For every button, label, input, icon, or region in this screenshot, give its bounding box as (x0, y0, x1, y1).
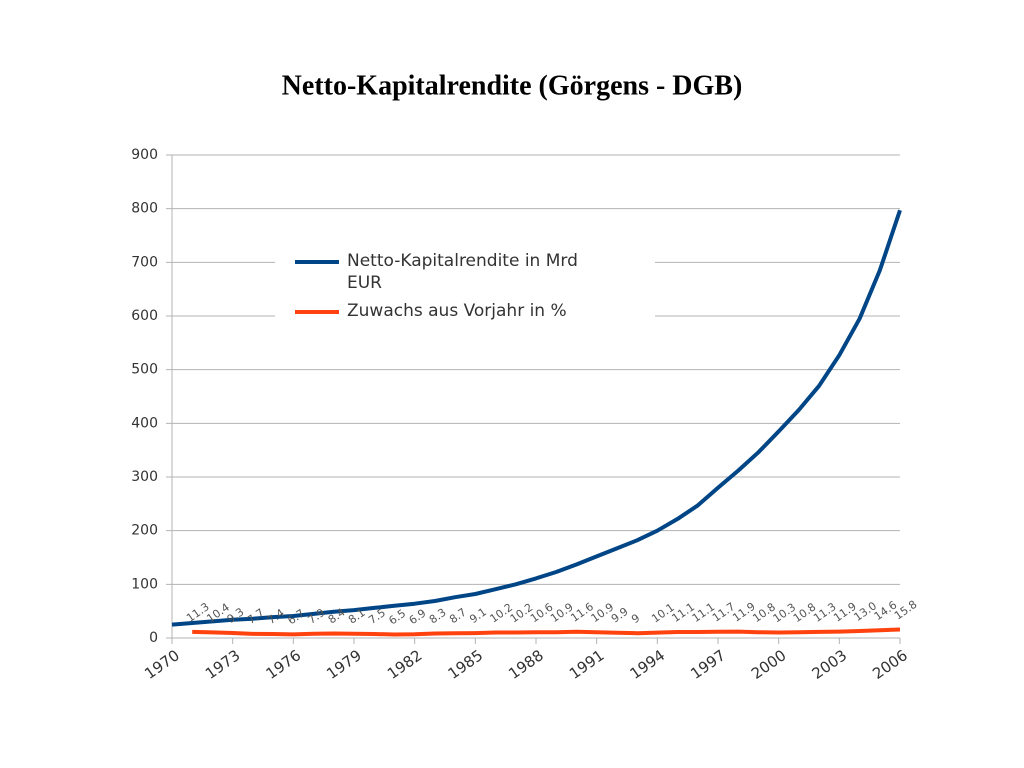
legend-label: Netto-Kapitalrendite in Mrd EUR (347, 251, 578, 293)
x-tick-label: 1970 (141, 646, 183, 683)
y-tick-label: 200 (131, 523, 158, 539)
x-tick-label: 1982 (384, 646, 426, 683)
x-tick-label: 1976 (263, 646, 305, 683)
data-label: 9.1 (467, 605, 489, 626)
y-tick-label: 100 (131, 576, 158, 592)
data-label: 7.9 (306, 606, 328, 627)
data-label: 7.4 (265, 606, 287, 627)
y-tick-label: 700 (131, 254, 158, 270)
y-tick-label: 300 (131, 469, 158, 485)
x-tick-label: 2006 (869, 646, 911, 683)
x-tick-label: 1985 (445, 646, 487, 683)
legend-swatch (295, 260, 339, 264)
x-tick-label: 1991 (566, 646, 608, 683)
y-tick-label: 600 (131, 308, 158, 324)
x-tick-label: 2000 (748, 646, 790, 683)
legend-label: Zuwachs aus Vorjahr in % (347, 301, 567, 321)
y-tick-label: 500 (131, 362, 158, 378)
y-tick-label: 0 (149, 630, 158, 646)
data-label: 15.8 (892, 598, 920, 623)
data-label: 8.3 (427, 606, 449, 627)
y-tick-label: 900 (131, 147, 158, 163)
x-tick-label: 1979 (323, 646, 365, 683)
data-label: 8.7 (447, 606, 469, 627)
x-tick-label: 1994 (627, 646, 669, 683)
data-label: 7.7 (245, 606, 267, 627)
legend-swatch (295, 310, 339, 314)
data-label: 6.9 (407, 607, 429, 628)
y-tick-label: 400 (131, 415, 158, 431)
chart-title: Netto-Kapitalrendite (Görgens - DGB) (282, 70, 743, 101)
data-label: 6.5 (386, 607, 408, 628)
data-label: 8.4 (326, 606, 348, 627)
data-label: 9 (629, 611, 642, 626)
x-tick-label: 1997 (687, 646, 729, 683)
legend: Netto-Kapitalrendite in Mrd EUR Zuwachs a… (275, 240, 655, 332)
x-tick-label: 2003 (809, 646, 851, 683)
x-tick-label: 1988 (505, 646, 547, 683)
x-tick-label: 1973 (202, 646, 244, 683)
series-line (171, 209, 902, 627)
series-line (192, 627, 901, 637)
legend-item: Zuwachs aus Vorjahr in % (295, 300, 635, 322)
data-label: 6.7 (285, 607, 307, 628)
y-tick-label: 800 (131, 201, 158, 217)
legend-item: Netto-Kapitalrendite in Mrd EUR (295, 250, 635, 294)
